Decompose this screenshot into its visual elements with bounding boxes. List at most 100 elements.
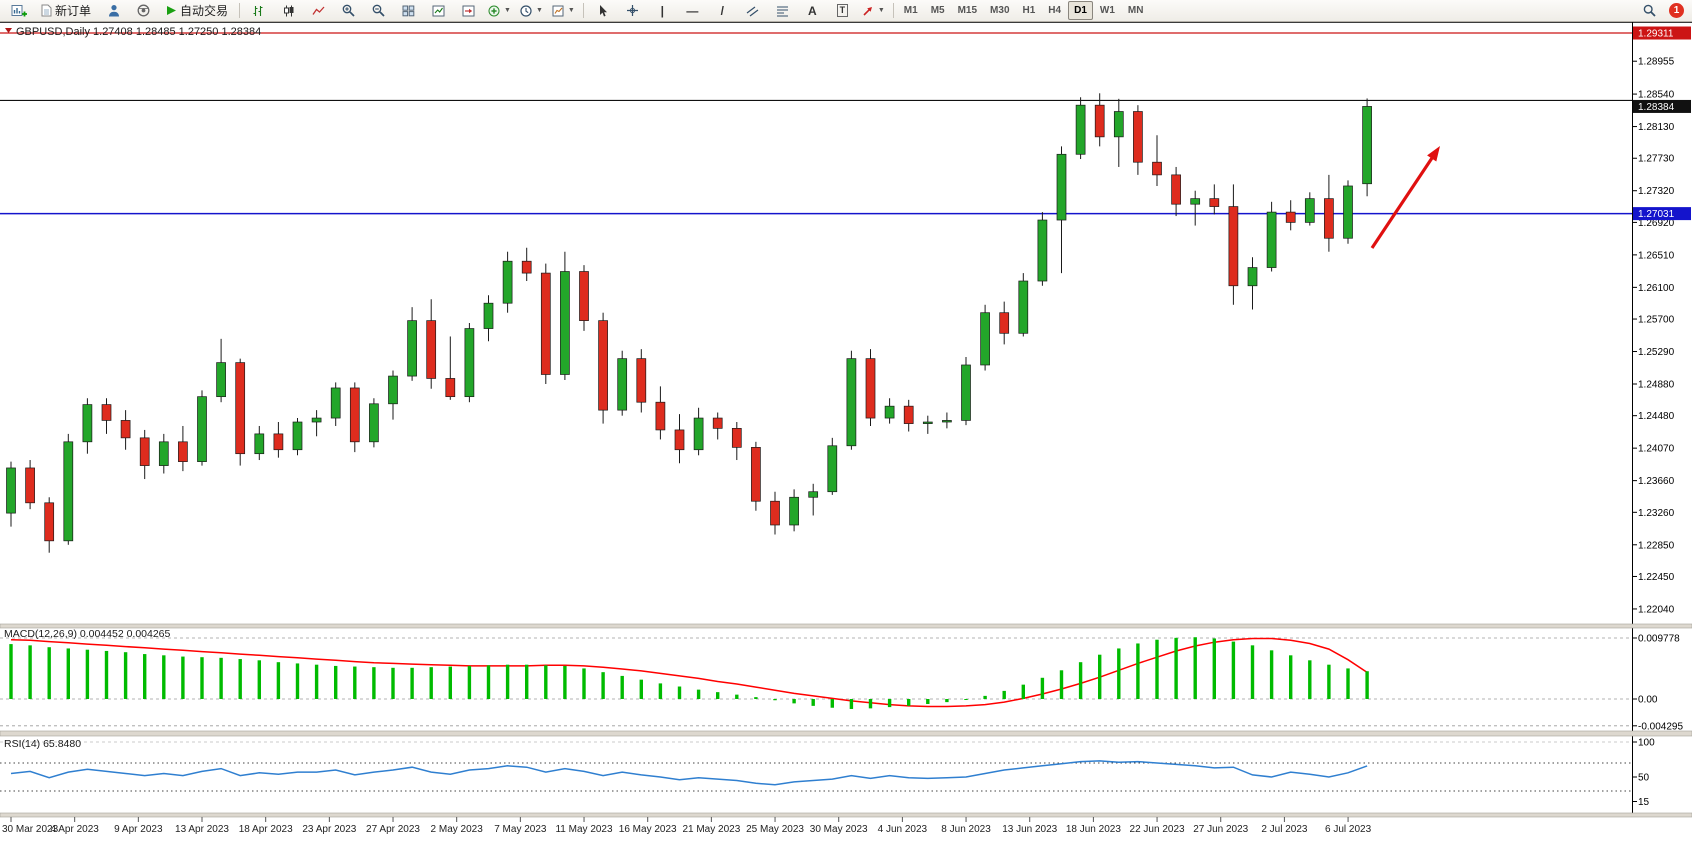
crosshair-button[interactable] [618, 0, 647, 21]
svg-text:1.28384: 1.28384 [1638, 102, 1675, 113]
new-order-button[interactable]: 新订单 [34, 0, 98, 21]
text-button[interactable]: A [798, 0, 827, 21]
new-chart-icon [11, 4, 27, 16]
tile-windows-button[interactable] [394, 0, 423, 21]
indicators-icon [488, 5, 500, 16]
svg-text:1.24880: 1.24880 [1638, 379, 1675, 390]
zoom-out-icon [372, 4, 385, 17]
svg-text:30 Mar 2023: 30 Mar 2023 [2, 824, 59, 835]
chevron-down-icon: ▼ [504, 7, 511, 14]
svg-text:1.28130: 1.28130 [1638, 122, 1675, 133]
new-chart-button[interactable] [4, 0, 33, 21]
candles [6, 93, 1372, 553]
svg-text:2 May 2023: 2 May 2023 [431, 824, 484, 835]
person-icon [108, 5, 119, 17]
svg-text:4 Jun 2023: 4 Jun 2023 [878, 824, 928, 835]
toolbar-separator [239, 3, 241, 18]
tf-m30[interactable]: M30 [990, 5, 1010, 16]
indicators-button[interactable]: ▼ [484, 0, 515, 21]
community-button[interactable] [129, 0, 158, 21]
notification-badge[interactable]: 1 [1669, 3, 1684, 18]
macd-label: MACD(12,26,9) 0.004452 0.004265 [4, 628, 171, 640]
macd-histogram [9, 637, 1369, 709]
zoom-in-button[interactable] [334, 0, 363, 21]
chevron-down-icon: ▼ [535, 7, 543, 14]
periods-button[interactable]: ▼ [516, 0, 547, 21]
arrows-button[interactable]: ▼ [858, 0, 889, 21]
crosshair-icon [626, 5, 638, 16]
tf-m1[interactable]: M1 [903, 5, 918, 16]
trendline-button[interactable]: / [708, 0, 737, 21]
svg-text:0.00: 0.00 [1638, 695, 1658, 706]
tf-m15[interactable]: M15 [957, 5, 978, 16]
template-icon [552, 5, 564, 16]
symbol-info: GBPUSD,Daily 1.27408 1.28485 1.27250 1.2… [16, 26, 261, 38]
autotrade-button[interactable]: 自动交易 [159, 0, 235, 21]
svg-text:1.24480: 1.24480 [1638, 411, 1675, 422]
new-order-label: 新订单 [55, 4, 92, 18]
cursor-button[interactable] [588, 0, 617, 21]
svg-text:21 May 2023: 21 May 2023 [682, 824, 740, 835]
tf-m5[interactable]: M5 [930, 5, 945, 16]
svg-text:23 Apr 2023: 23 Apr 2023 [302, 824, 356, 835]
chart-shift-button[interactable] [454, 0, 483, 21]
tf-mn[interactable]: MN [1127, 5, 1144, 16]
horizontal-lines [0, 32, 1632, 215]
vertical-line-icon: | [660, 3, 665, 18]
svg-text:1.27730: 1.27730 [1638, 154, 1675, 165]
svg-text:11 May 2023: 11 May 2023 [555, 824, 613, 835]
svg-text:1.22450: 1.22450 [1638, 572, 1675, 583]
svg-text:18 Jun 2023: 18 Jun 2023 [1066, 824, 1121, 835]
tf-h1[interactable]: H1 [1022, 5, 1036, 16]
chart-canvas[interactable]: 1.28955 1.28540 1.28130 1.27730 1.27320 1.269… [0, 22, 1692, 845]
panel-separators [0, 623, 1692, 818]
svg-text:100: 100 [1638, 738, 1655, 749]
fibonacci-button[interactable] [768, 0, 797, 21]
bars-chart-icon [253, 5, 263, 16]
toolbar-separator [582, 3, 584, 18]
svg-text:1.27320: 1.27320 [1638, 186, 1675, 197]
play-icon [167, 6, 177, 15]
tf-h4[interactable]: H4 [1048, 5, 1062, 16]
vertical-line-button[interactable]: | [648, 0, 677, 21]
svg-text:25 May 2023: 25 May 2023 [746, 824, 804, 835]
search-button[interactable] [1635, 0, 1664, 21]
svg-text:50: 50 [1638, 773, 1650, 784]
svg-text:1.28955: 1.28955 [1638, 57, 1675, 68]
svg-text:1.27031: 1.27031 [1638, 209, 1675, 220]
profile-button[interactable] [99, 0, 128, 21]
rsi-panel: 100 50 15 RSI(14) 65.8480 [0, 738, 1655, 808]
zoom-out-button[interactable] [364, 0, 393, 21]
svg-text:4 Apr 2023: 4 Apr 2023 [50, 824, 99, 835]
symbol-marker-icon [5, 28, 12, 33]
svg-text:16 May 2023: 16 May 2023 [619, 824, 677, 835]
candles-chart-button[interactable] [274, 0, 303, 21]
text-icon: A [808, 3, 817, 18]
cursor-icon [599, 5, 607, 17]
chart-shift-icon [462, 5, 475, 16]
chevron-down-icon: ▼ [877, 7, 885, 14]
arrow-object-icon [863, 6, 872, 16]
svg-text:27 Jun 2023: 27 Jun 2023 [1193, 824, 1248, 835]
svg-text:1.22040: 1.22040 [1638, 604, 1675, 615]
auto-scroll-icon [432, 5, 445, 16]
tf-d1[interactable]: D1 [1068, 1, 1093, 20]
line-chart-button[interactable] [304, 0, 333, 21]
tf-w1[interactable]: W1 [1099, 5, 1115, 16]
svg-text:1.24070: 1.24070 [1638, 444, 1675, 455]
svg-text:1.25290: 1.25290 [1638, 347, 1675, 358]
toolbar-separator [892, 3, 894, 18]
horizontal-line-button[interactable]: — [678, 0, 707, 21]
channel-button[interactable] [738, 0, 767, 21]
chart-background [0, 22, 1692, 845]
templates-button[interactable]: ▼ [548, 0, 579, 21]
search-icon [1643, 4, 1656, 17]
macd-panel: 0.009778 0.00 -0.004295 MACD(12,26,9) 0.004… [0, 628, 1683, 732]
bars-chart-button[interactable] [244, 0, 273, 21]
auto-scroll-button[interactable] [424, 0, 453, 21]
svg-text:0.009778: 0.009778 [1638, 633, 1680, 644]
zoom-in-icon [342, 4, 355, 17]
equidistant-channel-icon [746, 6, 759, 16]
text-label-button[interactable]: T [828, 0, 857, 21]
